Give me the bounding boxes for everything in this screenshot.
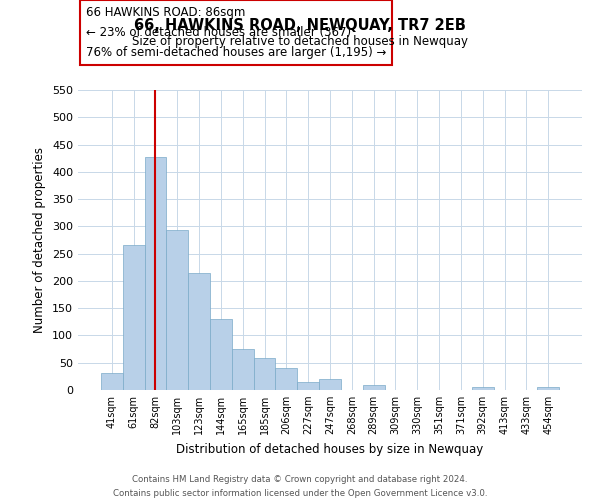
Text: 66 HAWKINS ROAD: 86sqm
← 23% of detached houses are smaller (367)
76% of semi-de: 66 HAWKINS ROAD: 86sqm ← 23% of detached…	[86, 6, 386, 59]
Bar	[254, 358, 275, 390]
X-axis label: Distribution of detached houses by size in Newquay: Distribution of detached houses by size …	[176, 442, 484, 456]
Text: Contains HM Land Registry data © Crown copyright and database right 2024.
Contai: Contains HM Land Registry data © Crown c…	[113, 476, 487, 498]
Bar	[188, 272, 210, 390]
Bar	[232, 348, 254, 390]
Bar	[297, 382, 319, 390]
Bar	[319, 379, 341, 390]
Bar	[275, 368, 297, 390]
Bar	[166, 230, 188, 390]
Bar	[210, 319, 232, 390]
Bar	[123, 246, 145, 390]
Text: Size of property relative to detached houses in Newquay: Size of property relative to detached ho…	[132, 35, 468, 48]
Bar	[101, 372, 123, 390]
Bar	[363, 384, 385, 390]
Bar	[537, 388, 559, 390]
Bar	[145, 156, 166, 390]
Bar	[472, 388, 494, 390]
Text: 66, HAWKINS ROAD, NEWQUAY, TR7 2EB: 66, HAWKINS ROAD, NEWQUAY, TR7 2EB	[134, 18, 466, 32]
Y-axis label: Number of detached properties: Number of detached properties	[34, 147, 46, 333]
